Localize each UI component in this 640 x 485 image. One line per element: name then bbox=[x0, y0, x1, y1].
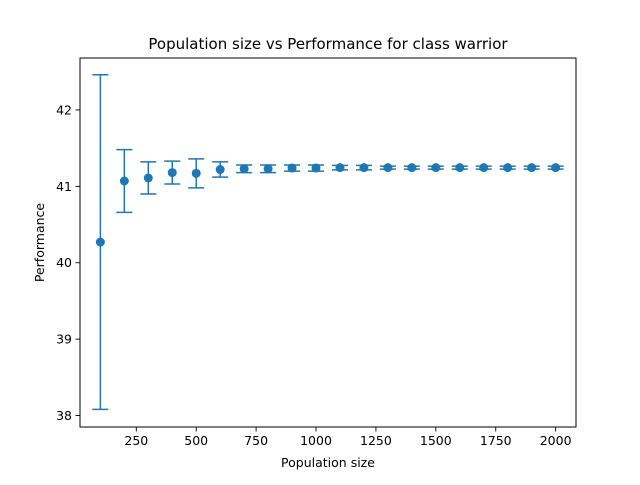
y-axis-label: Performance bbox=[32, 203, 47, 283]
y-tick-label: 40 bbox=[56, 255, 72, 270]
data-point bbox=[527, 163, 537, 173]
data-point bbox=[551, 163, 561, 173]
x-tick-label: 500 bbox=[184, 433, 208, 448]
y-axis-ticks: 38 39 40 41 42 bbox=[56, 102, 80, 423]
x-tick-label: 1000 bbox=[300, 433, 332, 448]
y-tick-label: 39 bbox=[56, 332, 72, 347]
y-tick-label: 38 bbox=[56, 408, 72, 423]
x-tick-label: 750 bbox=[244, 433, 268, 448]
plot-frame bbox=[79, 57, 577, 428]
data-point bbox=[191, 168, 201, 178]
data-point bbox=[479, 163, 489, 173]
data-point bbox=[407, 163, 417, 173]
data-point bbox=[143, 173, 153, 183]
x-axis-label: Population size bbox=[281, 455, 375, 470]
data-point bbox=[263, 164, 273, 174]
data-point bbox=[167, 168, 177, 178]
data-point bbox=[431, 163, 441, 173]
x-tick-label: 250 bbox=[124, 433, 148, 448]
data-point bbox=[239, 164, 249, 174]
data-point bbox=[503, 163, 513, 173]
data-point bbox=[119, 176, 129, 186]
data-point bbox=[383, 163, 393, 173]
x-tick-label: 1500 bbox=[420, 433, 452, 448]
y-tick-label: 42 bbox=[56, 102, 72, 117]
data-point bbox=[359, 163, 369, 173]
data-point bbox=[215, 165, 225, 175]
x-tick-label: 2000 bbox=[540, 433, 572, 448]
data-point bbox=[335, 163, 345, 173]
data-marks bbox=[92, 74, 564, 411]
data-point bbox=[311, 163, 321, 173]
x-tick-label: 1250 bbox=[360, 433, 392, 448]
x-tick-label: 1750 bbox=[480, 433, 512, 448]
x-axis-ticks: 250 500 750 1000 1250 1500 1750 2000 bbox=[124, 427, 572, 448]
chart-title: Population size vs Performance for class… bbox=[148, 35, 508, 53]
data-point bbox=[95, 237, 105, 247]
data-point bbox=[455, 163, 465, 173]
data-point bbox=[287, 163, 297, 173]
y-tick-label: 41 bbox=[56, 179, 72, 194]
